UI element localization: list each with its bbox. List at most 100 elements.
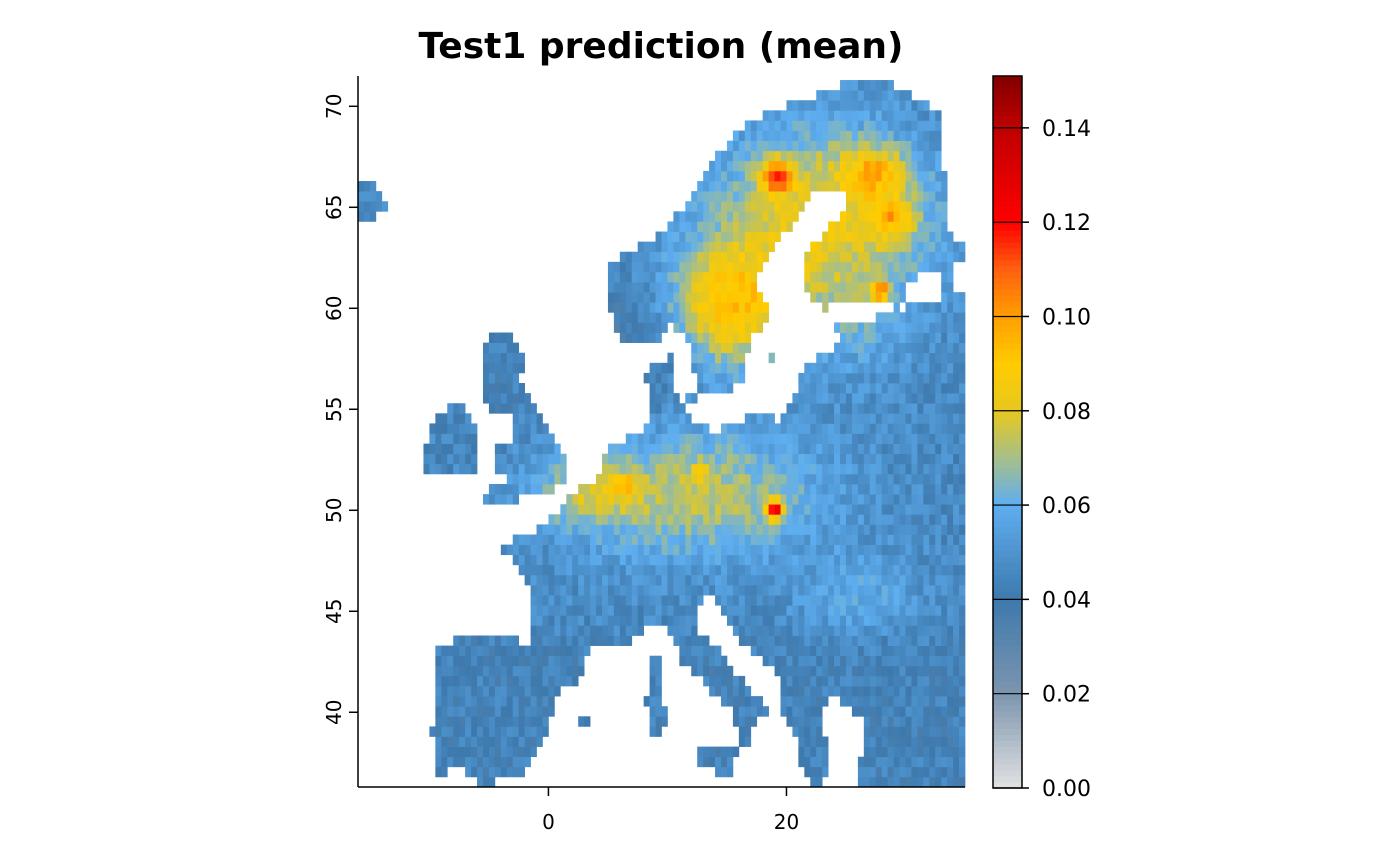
heatmap-cell: [655, 423, 662, 434]
heatmap-cell: [899, 241, 906, 253]
heatmap-cell: [744, 736, 752, 747]
heatmap-cell: [929, 534, 936, 545]
heatmap-cell: [792, 615, 799, 626]
heatmap-cell: [875, 564, 883, 576]
heatmap-cell: [792, 534, 799, 545]
heatmap-cell: [369, 211, 377, 222]
heatmap-cell: [643, 271, 650, 283]
heatmap-cell: [905, 484, 912, 495]
heatmap-cell: [923, 473, 930, 485]
heatmap-cell: [869, 383, 877, 394]
heatmap-cell: [822, 372, 829, 384]
heatmap-cell: [631, 302, 639, 313]
heatmap-cell: [953, 736, 960, 747]
heatmap-cell: [923, 443, 930, 455]
heatmap-cell: [649, 241, 656, 253]
heatmap-cell: [840, 655, 847, 667]
heatmap-cell: [899, 554, 906, 566]
heatmap-cell: [893, 120, 900, 131]
heatmap-cell: [726, 211, 734, 222]
heatmap-cell: [584, 494, 591, 505]
heatmap-cell: [941, 615, 948, 626]
heatmap-cell: [655, 261, 662, 273]
heatmap-cell: [798, 473, 805, 485]
heatmap-cell: [947, 261, 954, 273]
heatmap-cell: [893, 665, 900, 677]
heatmap-cell: [369, 191, 377, 202]
colorbar-segment: [993, 586, 1022, 593]
heatmap-cell: [619, 615, 627, 626]
heatmap-cell: [703, 675, 710, 687]
heatmap-cell: [715, 514, 722, 525]
heatmap-cell: [816, 372, 823, 384]
heatmap-cell: [578, 534, 585, 545]
heatmap-cell: [578, 595, 585, 606]
heatmap-cell: [596, 524, 603, 535]
heatmap-cell: [584, 645, 591, 657]
heatmap-cell: [566, 574, 573, 586]
heatmap-cell: [917, 372, 924, 384]
heatmap-cell: [560, 463, 567, 475]
heatmap-cell: [875, 322, 883, 333]
heatmap-cell: [828, 393, 835, 404]
heatmap-cell: [679, 403, 686, 414]
heatmap-cell: [917, 413, 924, 424]
heatmap-cell: [709, 453, 716, 465]
heatmap-cell: [798, 393, 805, 404]
heatmap-cell: [500, 736, 508, 747]
heatmap-cell: [536, 585, 543, 596]
heatmap-cell: [869, 362, 877, 374]
heatmap-cell: [721, 443, 728, 455]
heatmap-cell: [578, 504, 585, 515]
heatmap-cell: [834, 393, 841, 404]
heatmap-cell: [875, 241, 883, 253]
heatmap-cell: [881, 665, 888, 677]
heatmap-cell: [703, 322, 710, 333]
heatmap-cell: [899, 191, 906, 202]
heatmap-cell: [959, 645, 966, 657]
heatmap-cell: [435, 686, 442, 697]
heatmap-cell: [810, 746, 817, 758]
heatmap-cell: [756, 181, 764, 192]
heatmap-cell: [899, 271, 906, 283]
heatmap-cell: [619, 595, 627, 606]
heatmap-cell: [774, 191, 781, 202]
heatmap-cell: [655, 665, 662, 677]
heatmap-cell: [798, 120, 805, 131]
heatmap-cell: [691, 554, 698, 566]
heatmap-cell: [453, 696, 460, 707]
heatmap-cell: [774, 574, 781, 586]
heatmap-cell: [590, 585, 597, 596]
colorbar-segment: [993, 704, 1022, 712]
heatmap-cell: [899, 322, 906, 333]
heatmap-cell: [435, 433, 442, 444]
heatmap-cell: [828, 453, 835, 465]
heatmap-cell: [822, 90, 829, 101]
heatmap-cell: [863, 494, 871, 505]
heatmap-cell: [863, 544, 871, 556]
heatmap-cell: [875, 655, 883, 667]
heatmap-cell: [601, 625, 609, 636]
heatmap-cell: [590, 605, 597, 616]
heatmap-cell: [863, 453, 871, 465]
heatmap-cell: [941, 251, 948, 263]
heatmap-cell: [941, 473, 948, 485]
heatmap-cell: [923, 383, 930, 394]
colorbar-segment: [993, 182, 1022, 190]
heatmap-cell: [917, 211, 924, 222]
colorbar-segment: [993, 384, 1022, 391]
heatmap-cell: [941, 221, 948, 232]
heatmap-cell: [822, 766, 829, 778]
heatmap-cell: [828, 261, 835, 273]
heatmap-cell: [869, 221, 877, 232]
heatmap-cell: [953, 352, 960, 364]
heatmap-cell: [560, 645, 567, 657]
heatmap-cell: [691, 463, 698, 475]
heatmap-cell: [810, 271, 817, 283]
heatmap-cell: [911, 564, 918, 576]
heatmap-cell: [905, 736, 912, 747]
x-tick-label: 0: [542, 810, 555, 834]
heatmap-cell: [953, 726, 960, 737]
heatmap-cell: [542, 716, 549, 727]
heatmap-cell: [726, 221, 734, 232]
